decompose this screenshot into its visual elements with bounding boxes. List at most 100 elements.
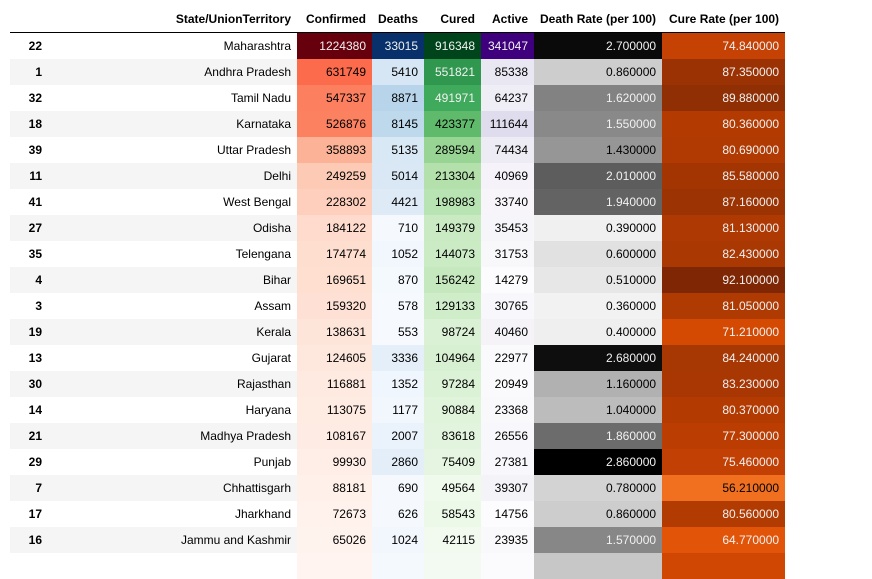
death-rate-cell: 1.040000: [534, 397, 662, 423]
death-rate-cell: 2.010000: [534, 163, 662, 189]
deaths-cell: 553: [372, 319, 424, 345]
cured-cell: 58543: [424, 501, 481, 527]
state-cell: Jammu and Kashmir: [48, 527, 297, 553]
cure-rate-cell: 81.050000: [662, 293, 785, 319]
row-index: 22: [10, 33, 48, 60]
cure-rate-cell: 80.360000: [662, 111, 785, 137]
confirmed-cell: 113075: [297, 397, 372, 423]
active-cell: 14756: [481, 501, 534, 527]
cure-rate-cell: [662, 553, 785, 579]
active-cell: 341047: [481, 33, 534, 60]
cure-rate-cell: 75.460000: [662, 449, 785, 475]
cured-cell: 75409: [424, 449, 481, 475]
confirmed-cell: 124605: [297, 345, 372, 371]
active-cell: 26556: [481, 423, 534, 449]
death-rate-cell: 1.160000: [534, 371, 662, 397]
state-cell: Uttar Pradesh: [48, 137, 297, 163]
state-cell: Rajasthan: [48, 371, 297, 397]
row-index: 39: [10, 137, 48, 163]
state-cell: Telengana: [48, 241, 297, 267]
cured-cell: 104964: [424, 345, 481, 371]
cured-cell: 423377: [424, 111, 481, 137]
cured-cell: 491971: [424, 85, 481, 111]
cure-rate-cell: 56.210000: [662, 475, 785, 501]
deaths-cell: 1177: [372, 397, 424, 423]
death-rate-cell: 1.430000: [534, 137, 662, 163]
row-index: 35: [10, 241, 48, 267]
cure-rate-cell: 64.770000: [662, 527, 785, 553]
deaths-cell: 578: [372, 293, 424, 319]
cure-rate-cell: 77.300000: [662, 423, 785, 449]
confirmed-cell: 249259: [297, 163, 372, 189]
death-rate-cell: 0.860000: [534, 501, 662, 527]
deaths-cell: 1052: [372, 241, 424, 267]
active-cell: 85338: [481, 59, 534, 85]
deaths-cell: 3336: [372, 345, 424, 371]
deaths-header: Deaths: [372, 6, 424, 33]
cured-cell: 156242: [424, 267, 481, 293]
row-index: 21: [10, 423, 48, 449]
deaths-cell: 4421: [372, 189, 424, 215]
state-cell: Kerala: [48, 319, 297, 345]
death-rate-cell: 2.680000: [534, 345, 662, 371]
active-cell: 35453: [481, 215, 534, 241]
cure-rate-cell: 84.240000: [662, 345, 785, 371]
confirmed-cell: 159320: [297, 293, 372, 319]
confirmed-cell: 108167: [297, 423, 372, 449]
state-cell: Tamil Nadu: [48, 85, 297, 111]
active-cell: 40969: [481, 163, 534, 189]
state-cell: Assam: [48, 293, 297, 319]
cured-cell: 198983: [424, 189, 481, 215]
cured-cell: 90884: [424, 397, 481, 423]
deaths-cell: 2860: [372, 449, 424, 475]
cure-rate-cell: 87.350000: [662, 59, 785, 85]
deaths-cell: 2007: [372, 423, 424, 449]
active-cell: 64237: [481, 85, 534, 111]
cured-cell: 149379: [424, 215, 481, 241]
table-row: [10, 553, 785, 579]
death-rate-cell: 0.390000: [534, 215, 662, 241]
cure-rate-cell: 80.560000: [662, 501, 785, 527]
deaths-cell: 626: [372, 501, 424, 527]
state-cell: Andhra Pradesh: [48, 59, 297, 85]
active-cell: 40460: [481, 319, 534, 345]
death-rate-cell: 2.700000: [534, 33, 662, 60]
death-rate-cell: 0.600000: [534, 241, 662, 267]
cured-cell: 49564: [424, 475, 481, 501]
confirmed-cell: 174774: [297, 241, 372, 267]
cure-rate-header: Cure Rate (per 100): [662, 6, 785, 33]
row-index: 7: [10, 475, 48, 501]
state-cell: West Bengal: [48, 189, 297, 215]
confirmed-cell: [297, 553, 372, 579]
death-rate-cell: 0.400000: [534, 319, 662, 345]
cure-rate-cell: 74.840000: [662, 33, 785, 60]
row-index: 1: [10, 59, 48, 85]
death-rate-cell: 0.780000: [534, 475, 662, 501]
active-cell: 39307: [481, 475, 534, 501]
death-rate-cell: 1.860000: [534, 423, 662, 449]
confirmed-cell: 358893: [297, 137, 372, 163]
table-header: State/UnionTerritory Confirmed Deaths Cu…: [10, 6, 785, 33]
index-header: [10, 6, 48, 33]
cured-cell: 551821: [424, 59, 481, 85]
state-cell: Chhattisgarh: [48, 475, 297, 501]
state-header: State/UnionTerritory: [48, 6, 297, 33]
confirmed-cell: 169651: [297, 267, 372, 293]
row-index: [10, 553, 48, 579]
dataframe-table: State/UnionTerritory Confirmed Deaths Cu…: [10, 6, 785, 579]
state-cell: Bihar: [48, 267, 297, 293]
cure-rate-cell: 92.100000: [662, 267, 785, 293]
active-cell: 23935: [481, 527, 534, 553]
row-index: 41: [10, 189, 48, 215]
deaths-cell: 710: [372, 215, 424, 241]
active-cell: 74434: [481, 137, 534, 163]
